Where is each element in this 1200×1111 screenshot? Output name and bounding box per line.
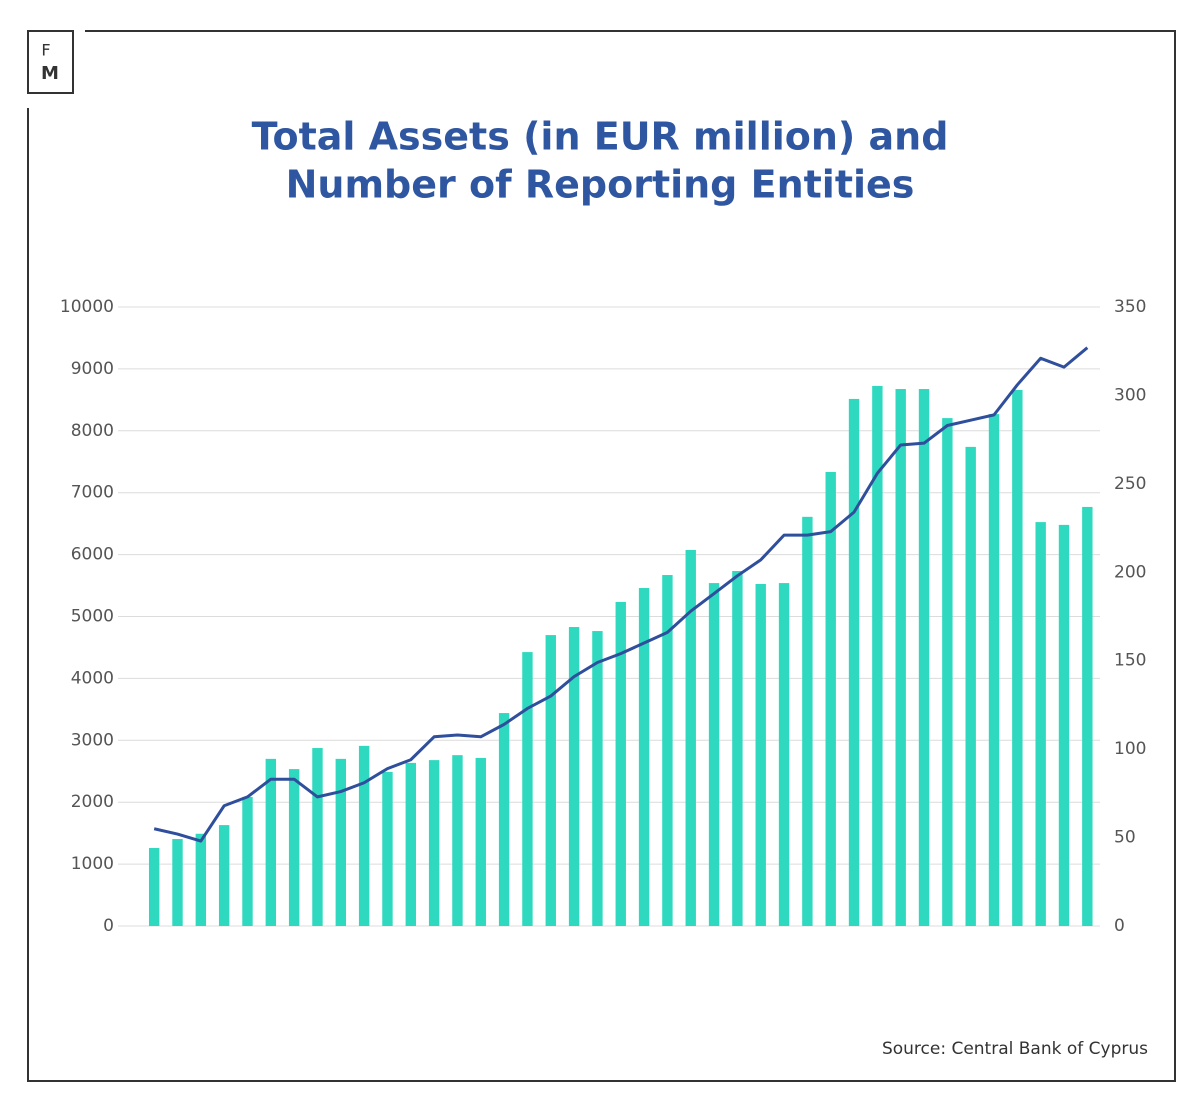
logo-text: F [41,41,50,60]
bar [1012,389,1023,926]
bar [172,839,183,926]
y2-tick-label: 300 [1114,385,1146,405]
frame [27,30,1176,1082]
bar [452,755,463,926]
bar [638,588,650,926]
bar [475,757,486,926]
y2-tick-label: 0 [1114,916,1125,936]
chart-title: Total Assets (in EUR million) and [252,115,949,159]
bar [195,833,207,926]
bar [895,389,906,927]
bar [242,796,253,926]
source-note: Source: Central Bank of Cyprus [882,1039,1148,1059]
bar [988,414,1000,926]
bar [1058,524,1070,926]
y2-tick-label: 100 [1114,739,1146,759]
y-tick-label: 3000 [71,730,114,750]
y-tick-label: 10000 [60,297,114,317]
bar [545,635,556,926]
bar [965,446,976,926]
y2-tick-label: 200 [1114,562,1146,582]
bar [755,584,766,926]
y-tick-label: 9000 [71,359,114,379]
bar [685,549,696,926]
y-tick-label: 8000 [71,421,114,441]
logo-box [27,30,74,94]
y2-tick-label: 250 [1114,474,1146,494]
bar [148,848,160,926]
bar [802,516,813,926]
bar [918,389,930,927]
bar [592,631,603,926]
bar [218,825,230,926]
logo-text: M [41,63,59,84]
bar [522,652,533,926]
bar [615,601,626,926]
y-tick-label: 1000 [71,854,114,874]
bar [778,583,790,926]
y-tick-label: 6000 [71,545,114,565]
y2-tick-label: 50 [1114,828,1136,848]
bar [1082,506,1093,926]
bar [358,745,370,926]
bar [312,748,323,926]
y-tick-label: 4000 [71,668,114,688]
bar [872,385,883,926]
bar [848,398,860,926]
y2-tick-label: 350 [1114,297,1146,317]
bar [405,762,416,926]
y-tick-label: 0 [103,916,114,936]
y-tick-label: 5000 [71,607,114,627]
bar [825,471,836,926]
line [153,346,1089,843]
bar [428,760,440,926]
bar [942,418,953,926]
bar [568,627,580,926]
bar [382,771,393,926]
bar [498,713,510,926]
bar [335,758,346,926]
bar [265,758,277,926]
chart-title: Number of Reporting Entities [286,163,915,207]
y-tick-label: 7000 [71,483,114,503]
bar [1035,522,1046,926]
bar [708,583,720,926]
bar [662,575,673,926]
y-tick-label: 2000 [71,792,114,812]
bar [288,769,300,926]
bar [732,571,743,926]
y2-tick-label: 150 [1114,651,1146,671]
